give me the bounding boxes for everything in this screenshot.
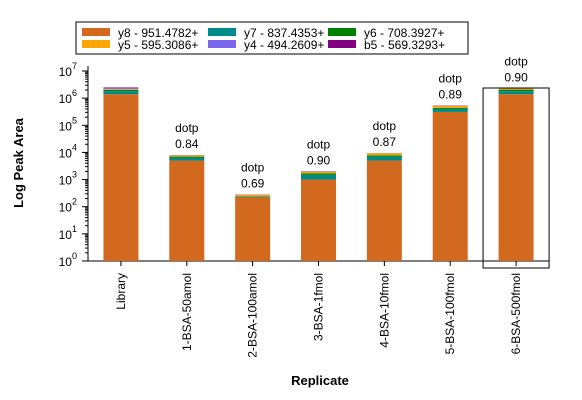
bar-segment — [432, 107, 468, 109]
legend-label: b5 - 569.3293+ — [364, 38, 445, 52]
bar-segment — [103, 94, 139, 262]
y-tick-label: 103 — [59, 170, 77, 188]
bar-segment — [301, 174, 336, 180]
x-tick-label: Library — [114, 273, 128, 310]
legend-label: y5 - 595.3086+ — [118, 38, 198, 52]
x-tick-label: 5-BSA-100fmol — [443, 273, 457, 354]
bar-segment — [235, 196, 271, 197]
dotp-value: 0.90 — [307, 153, 331, 167]
bar-segment — [235, 197, 271, 261]
bar-segment — [103, 89, 139, 90]
dotp-label: dotp — [175, 121, 199, 135]
bar-segment — [301, 179, 336, 261]
legend-swatch — [208, 28, 236, 36]
bar-segment — [366, 160, 402, 261]
bar-segment — [432, 111, 468, 261]
dotp-value: 0.84 — [175, 137, 199, 151]
bar-segment — [498, 88, 534, 90]
x-tick-label: 2-BSA-100amol — [246, 273, 260, 358]
bar-segment — [366, 153, 402, 156]
selected-replicate-box[interactable] — [482, 87, 550, 269]
chart-legend: y8 - 951.4782+ y7 - 837.4353+ y6 - 708.392… — [75, 21, 469, 55]
bar-segment — [103, 89, 139, 92]
y-axis-title: Log Peak Area — [11, 117, 26, 208]
bar-segment — [498, 91, 534, 95]
bar-segment — [366, 156, 402, 161]
dotp-value: 0.69 — [241, 177, 265, 191]
legend-swatch — [82, 28, 110, 36]
y-tick-label: 107 — [59, 61, 77, 79]
dotp-label: dotp — [439, 71, 463, 85]
bar-segment — [301, 172, 336, 174]
y-tick-label: 100 — [59, 251, 77, 269]
bar-segment — [103, 91, 139, 95]
bar-segment — [432, 105, 468, 108]
y-tick-label: 106 — [59, 88, 77, 106]
legend-label: y7 - 837.4353+ — [244, 26, 324, 40]
legend-swatch — [328, 28, 356, 36]
legend-label: y8 - 951.4782+ — [118, 26, 198, 40]
dotp-value: 0.90 — [504, 70, 528, 84]
dotp-value: 0.87 — [373, 135, 397, 149]
bar-segment — [366, 155, 402, 157]
bar-segment — [169, 160, 205, 261]
bar-segment — [432, 108, 468, 112]
bar-segment — [103, 87, 139, 90]
plot-area: 100 101 102 103 104 105 106 107 Library 1-BSA-50a… — [59, 54, 550, 358]
x-axis-title: Replicate — [291, 373, 349, 388]
x-tick-label: 6-BSA-500fmol — [509, 273, 523, 354]
x-tick-label: 4-BSA-10fmol — [377, 273, 391, 348]
x-tick-label: 3-BSA-1fmol — [312, 273, 326, 341]
y-tick-label: 104 — [59, 142, 77, 160]
y-tick-label: 102 — [59, 197, 77, 215]
x-tick-label: 1-BSA-50amol — [180, 273, 194, 351]
bar-segment — [498, 94, 534, 262]
bar-segment — [498, 89, 534, 92]
bar-segment — [301, 173, 336, 175]
dotp-label: dotp — [504, 54, 528, 68]
y-tick-label: 101 — [59, 224, 77, 242]
dotp-label: dotp — [241, 161, 265, 175]
dotp-label: dotp — [373, 119, 397, 133]
dotp-value: 0.89 — [439, 87, 463, 101]
bar-segment — [169, 155, 205, 157]
bar-segment — [169, 157, 205, 161]
legend-box — [75, 21, 469, 55]
bar-segment — [169, 156, 205, 158]
dotp-label: dotp — [307, 137, 331, 151]
legend-swatch — [328, 40, 356, 48]
bar-segment — [235, 195, 271, 197]
legend-swatch — [82, 40, 110, 48]
legend-swatch — [208, 40, 236, 48]
legend-label: y4 - 494.2609+ — [244, 38, 324, 52]
y-tick-label: 105 — [59, 115, 77, 133]
bar-segment — [235, 196, 271, 198]
legend-label: y6 - 708.3927+ — [364, 26, 444, 40]
